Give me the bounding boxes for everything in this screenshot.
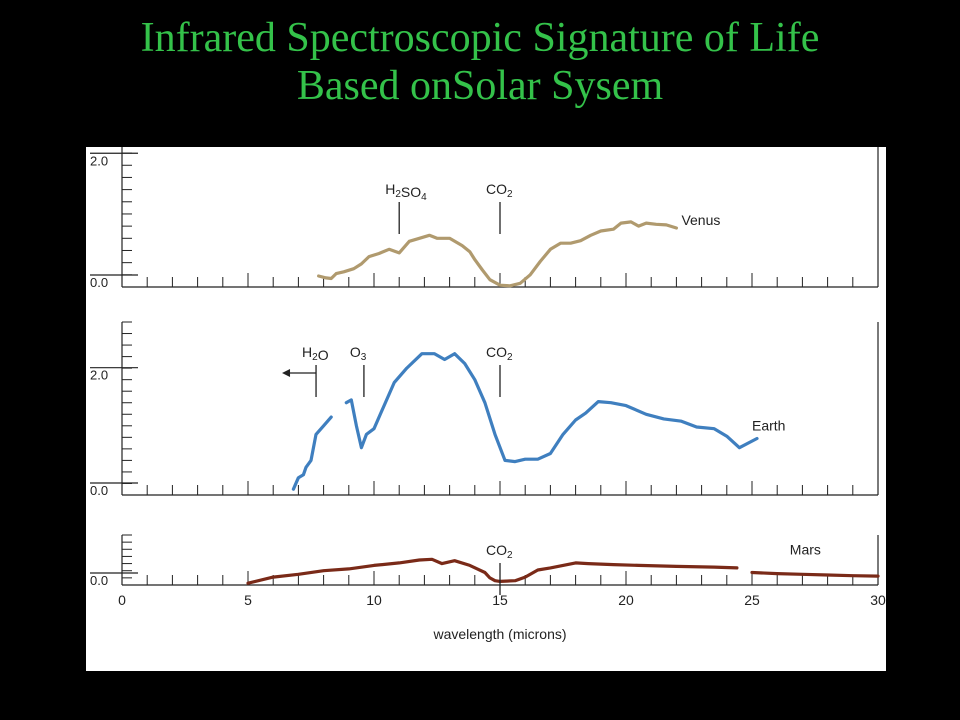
earth-band-label-part: O: [318, 347, 329, 363]
spectra-figure: 0.0 2.0 H2SO4 CO2 Venus 0.0 2.0 H2O O3 CO2 Earth 0.…: [86, 147, 886, 671]
title-line-2: Based onSolar Sysem: [296, 63, 664, 109]
x-axis-label: wavelength (microns): [432, 626, 566, 642]
earth-band-label-part: 2: [507, 352, 513, 363]
x-tick-label: 0: [118, 592, 126, 608]
x-tick-label: 30: [870, 592, 886, 608]
venus-y-tick-label: 2.0: [90, 153, 108, 168]
earth-series-label: Earth: [752, 417, 785, 433]
venus-series-label: Venus: [681, 212, 720, 228]
x-tick-label: 25: [744, 592, 760, 608]
title-line-1: Infrared Spectroscopic Signature of Life: [140, 15, 820, 61]
venus-band-label-part: 4: [421, 192, 427, 203]
venus-band-label-part: 2: [395, 189, 401, 200]
venus-band-label-part: 2: [507, 189, 513, 200]
earth-y-tick-label: 0.0: [90, 483, 108, 498]
slide-title: Infrared Spectroscopic Signature of Life…: [0, 14, 960, 110]
x-tick-label: 15: [492, 592, 508, 608]
earth-spectrum-line: [344, 352, 759, 464]
x-tick-label: 5: [244, 592, 252, 608]
mars-band-label-part: 2: [507, 550, 513, 561]
earth-band-label: O3: [350, 344, 367, 363]
earth-band-label-part: 3: [361, 352, 367, 363]
earth-spectrum-line: [291, 415, 333, 491]
venus-band-label: CO2: [486, 181, 513, 200]
earth-band-label-part: O: [350, 344, 361, 360]
earth-band-label-part: CO: [486, 344, 507, 360]
venus-band-label-part: SO: [401, 184, 421, 200]
x-tick-label: 10: [366, 592, 382, 608]
mars-band-label-part: CO: [486, 542, 507, 558]
mars-y-tick-label: 0.0: [90, 573, 108, 588]
venus-band-label-part: CO: [486, 181, 507, 197]
venus-spectrum-line: [317, 220, 678, 288]
mars-panel: 0.0 CO2 Mars: [90, 534, 880, 595]
earth-band-label-part: H: [302, 344, 312, 360]
earth-band-arrow-head: [282, 369, 291, 377]
earth-band-label-part: 2: [312, 352, 318, 363]
x-tick-label: 20: [618, 592, 634, 608]
earth-y-tick-label: 2.0: [90, 368, 108, 383]
venus-y-tick-label: 0.0: [90, 275, 108, 290]
mars-spectrum-line: [750, 570, 880, 578]
mars-series-label: Mars: [790, 542, 821, 558]
mars-spectrum-line: [246, 557, 739, 585]
earth-band-label: CO2: [486, 344, 513, 363]
venus-band-label-part: H: [385, 181, 395, 197]
venus-band-label: H2SO4: [385, 181, 427, 203]
earth-band-label: H2O: [302, 344, 329, 363]
mars-band-label: CO2: [486, 542, 513, 561]
